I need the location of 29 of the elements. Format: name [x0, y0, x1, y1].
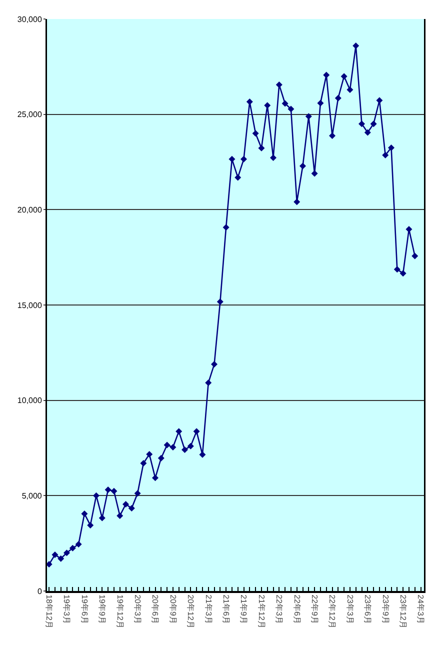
y-tick-label: 15,000	[17, 300, 42, 310]
x-tick-label: 19年6月	[80, 594, 89, 624]
x-tick-label: 19年3月	[62, 594, 72, 624]
y-tick-label: 20,000	[17, 205, 42, 214]
x-tick-label: 22年3月	[274, 594, 284, 624]
x-tick-label: 22年9月	[310, 594, 319, 624]
x-tick-label: 23年6月	[363, 594, 372, 624]
x-tick-label: 23年3月	[345, 594, 354, 624]
y-tick-label: 10,000	[17, 396, 42, 406]
x-tick-label: 23年12月	[398, 594, 408, 628]
x-tick-label: 20年9月	[168, 594, 178, 624]
y-tick-label: 0	[37, 586, 42, 596]
x-tick-label: 21年12月	[256, 594, 266, 628]
x-tick-label: 18年12月	[44, 594, 54, 628]
x-tick-label: 23年9月	[380, 594, 390, 624]
x-tick-label: 20年6月	[150, 594, 160, 624]
x-tick-label: 24年3月	[416, 594, 426, 624]
x-tick-label: 20年12月	[186, 594, 196, 628]
x-tick-label: 22年6月	[292, 594, 302, 624]
x-tick-label: 19年9月	[98, 594, 107, 624]
x-tick-label: 21年6月	[221, 594, 230, 624]
x-tick-label: 19年12月	[115, 594, 124, 628]
x-tick-label: 22年12月	[328, 594, 337, 628]
x-tick-label: 20年3月	[132, 594, 142, 624]
y-tick-label: 30,000	[17, 14, 42, 24]
x-tick-label: 21年9月	[239, 594, 248, 624]
y-tick-label: 25,000	[17, 110, 42, 120]
x-tick-label: 21年3月	[204, 594, 213, 624]
y-tick-label: 5,000	[22, 491, 42, 500]
